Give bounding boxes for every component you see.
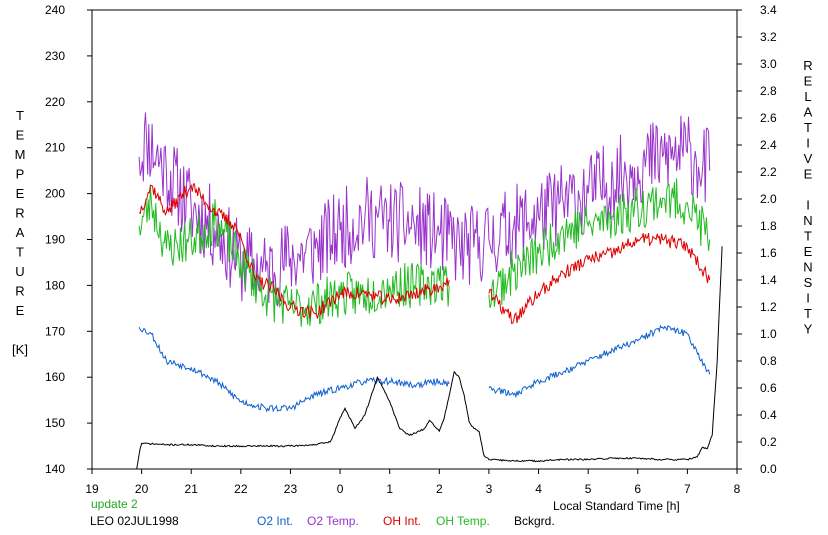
y-left-label-char: E	[16, 303, 25, 318]
y-left-tick-label: 190	[45, 233, 65, 247]
y-right-tick-label: 1.8	[760, 219, 777, 233]
x-tick-label: 5	[585, 482, 592, 496]
series-line-o2_int	[488, 324, 711, 399]
y-right-tick-label: 2.6	[760, 111, 777, 125]
y-left-tick-label: 200	[45, 187, 65, 201]
series-line-o2_int	[138, 327, 450, 413]
y-left-tick-label: 160	[45, 370, 65, 384]
y-right-tick-label: 1.0	[760, 327, 777, 341]
x-tick-label: 2	[436, 482, 443, 496]
y-right-tick-label: 1.2	[760, 300, 777, 314]
y-right-label-char: I	[806, 198, 810, 213]
y-left-label-char: P	[16, 167, 25, 182]
y-left-label-char: A	[16, 225, 25, 240]
series-lines	[136, 112, 723, 470]
y-right-tick-label: 2.8	[760, 84, 777, 98]
y-left-label-char: U	[15, 264, 24, 279]
y-left-label-char: R	[15, 284, 24, 299]
y-left-tick-label: 140	[45, 462, 65, 476]
y-right-label-char: I	[806, 291, 810, 306]
x-tick-label: 0	[337, 482, 344, 496]
x-tick-label: 8	[734, 482, 741, 496]
axis-tick-labels: 19 20 21 22 23 0 1 2 3 4 5 6 7 8140150160170180190200…	[45, 3, 777, 496]
y-right-label-char: N	[803, 260, 812, 275]
y-right-tick-label: 0.0	[760, 462, 777, 476]
legend-oh-int: OH Int.	[383, 514, 422, 528]
y-left-label-char: T	[16, 108, 24, 123]
series-line-oh_temp	[138, 186, 450, 327]
site-date-label: LEO 02JUL1998	[90, 514, 179, 528]
series-line-oh_temp	[488, 178, 711, 308]
series-line-oh_int	[488, 232, 711, 325]
x-tick-label: 7	[684, 482, 691, 496]
x-tick-label: 23	[284, 482, 298, 496]
y-right-label-char: L	[804, 89, 811, 104]
tick-marks	[87, 9, 742, 474]
y-right-tick-label: 0.2	[760, 435, 777, 449]
y-left-tick-label: 240	[45, 3, 65, 17]
series-line-oh_int	[138, 183, 450, 319]
y-right-tick-label: 3.2	[760, 30, 777, 44]
y-left-label-char: T	[16, 245, 24, 260]
y-right-tick-label: 1.6	[760, 246, 777, 260]
series-line-bckgrd	[136, 246, 723, 470]
y-right-tick-label: 2.4	[760, 138, 777, 152]
update-label: update 2	[91, 497, 138, 511]
y-left-tick-label: 170	[45, 324, 65, 338]
x-axis-label: Local Standard Time [h]	[553, 499, 680, 513]
plot-frame	[91, 9, 738, 470]
y-right-label-char: E	[804, 244, 813, 259]
y-left-tick-label: 220	[45, 95, 65, 109]
y-right-tick-label: 2.0	[760, 192, 777, 206]
x-tick-label: 4	[535, 482, 542, 496]
y-right-label-char: E	[804, 167, 813, 182]
y-right-label-char: I	[806, 136, 810, 151]
legend-o2-int: O2 Int.	[257, 514, 294, 528]
x-tick-label: 19	[85, 482, 99, 496]
y-right-label-char: E	[804, 74, 813, 89]
x-tick-label: 6	[634, 482, 641, 496]
y-left-label-char: M	[15, 147, 26, 162]
y-right-label-char: N	[803, 213, 812, 228]
y-left-label-char: E	[16, 186, 25, 201]
y-right-label-char: V	[804, 151, 813, 166]
y-left-label-char: R	[15, 206, 24, 221]
y-left-tick-label: 180	[45, 278, 65, 292]
x-tick-label: 3	[486, 482, 493, 496]
series-line-o2_temp	[138, 112, 711, 307]
legend-o2-temp: O2 Temp.	[307, 514, 359, 528]
y-right-label-char: T	[804, 120, 812, 135]
x-tick-label: 21	[185, 482, 199, 496]
y-left-tick-label: 230	[45, 49, 65, 63]
y-right-label-char: Y	[804, 322, 813, 337]
y-right-tick-label: 1.4	[760, 273, 777, 287]
y-right-label-char: A	[804, 105, 813, 120]
y-right-tick-label: 3.4	[760, 3, 777, 17]
y-left-label-char: [K]	[12, 342, 28, 357]
x-tick-label: 1	[386, 482, 393, 496]
y-right-label-char: T	[804, 229, 812, 244]
x-tick-label: 20	[135, 482, 149, 496]
y-right-label-char: S	[804, 275, 813, 290]
y-right-tick-label: 0.8	[760, 354, 777, 368]
y-right-tick-label: 2.2	[760, 165, 777, 179]
x-tick-label: 22	[234, 482, 248, 496]
y-left-tick-label: 150	[45, 416, 65, 430]
y-right-tick-label: 0.4	[760, 408, 777, 422]
y-right-label-char: T	[804, 306, 812, 321]
y-left-tick-label: 210	[45, 141, 65, 155]
y-left-label-char: E	[16, 128, 25, 143]
y-right-tick-label: 0.6	[760, 381, 777, 395]
legend-oh-temp: OH Temp.	[436, 514, 490, 528]
y-right-tick-label: 3.0	[760, 57, 777, 71]
y-right-label-char: R	[803, 58, 812, 73]
legend-bckgrd: Bckgrd.	[514, 514, 555, 528]
